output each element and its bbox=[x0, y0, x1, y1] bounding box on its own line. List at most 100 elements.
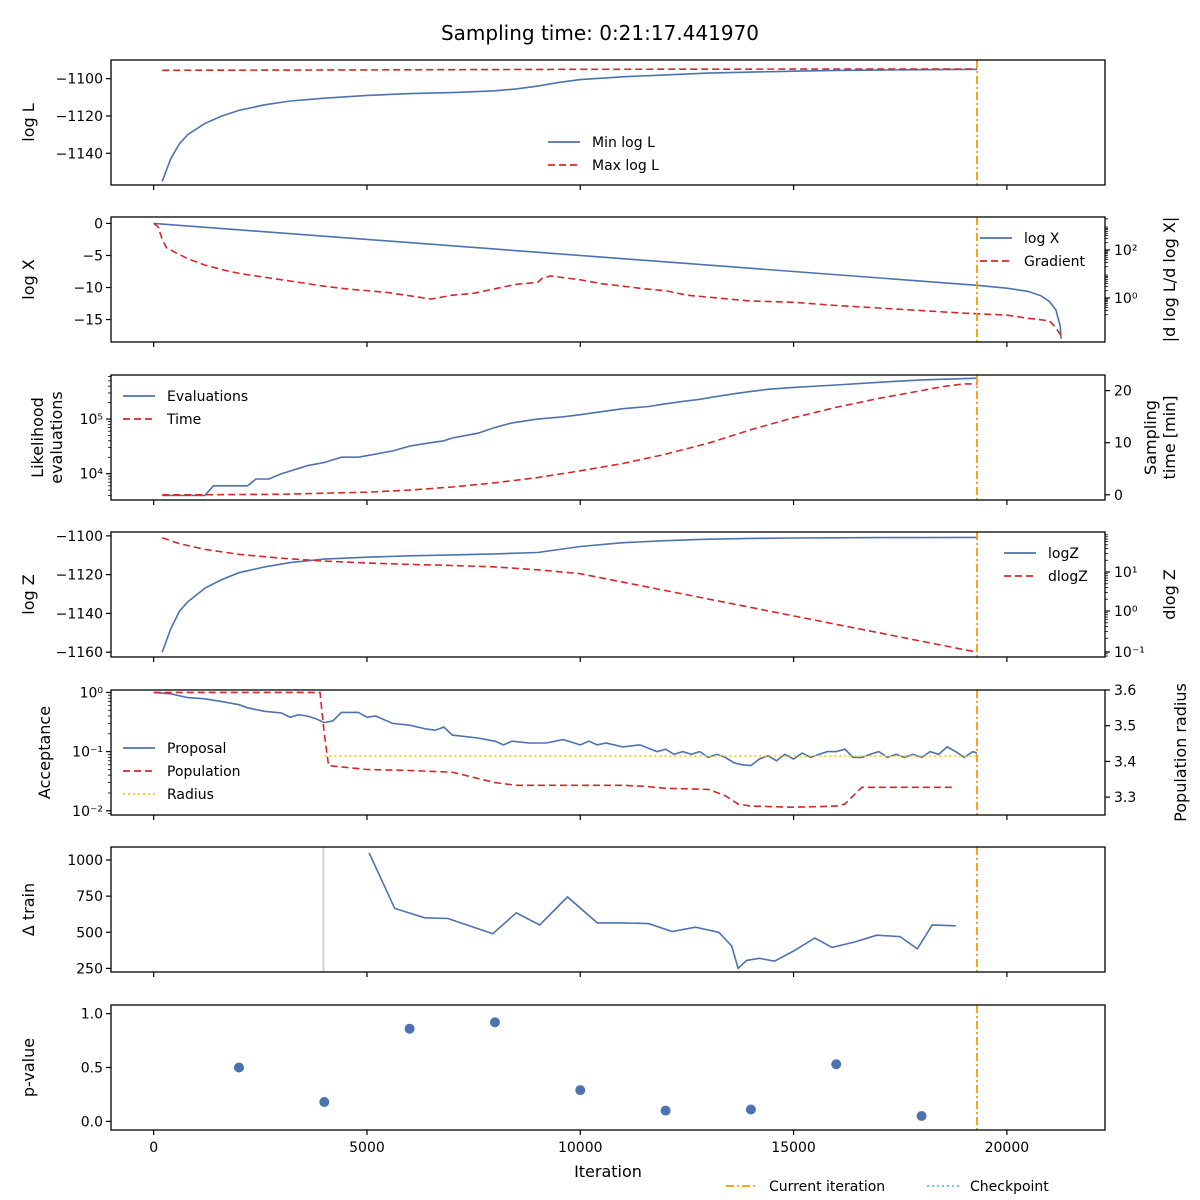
panel-2-y2label: |d log L/d log X| bbox=[1160, 217, 1179, 342]
panel-2-y2tick-label-0: 10² bbox=[1114, 243, 1137, 259]
panel-3-frame bbox=[110, 374, 1106, 501]
panel-4-y2tick-label-2: 10⁻¹ bbox=[1114, 645, 1145, 661]
panel-6-ylabel: Δ train bbox=[19, 883, 38, 936]
panel-3-legend-label-0: Evaluations bbox=[167, 389, 248, 405]
panel-1-series-2 bbox=[162, 68, 978, 72]
panel-5-ytick-label-2: 10⁻² bbox=[72, 804, 103, 820]
panel-2-y2tick-label-1: 10⁰ bbox=[1114, 291, 1138, 307]
panel-4-ytick-label-0: −1100 bbox=[56, 529, 103, 545]
panel-4-frame bbox=[110, 531, 1106, 658]
panel-2-ytick-label-2: −10 bbox=[73, 281, 103, 297]
panel-5: 10⁰ 10⁻¹ 10⁻² 3.6 3.5 3.4 3.3 Acceptance Populat… bbox=[35, 683, 1190, 822]
panel-3-y2tick-label-2: 20 bbox=[1114, 384, 1132, 400]
panel-1-series-1 bbox=[161, 68, 978, 182]
panel-4-legend-label-1: dlogZ bbox=[1048, 569, 1088, 585]
panel-2-ylabel: log X bbox=[19, 259, 38, 299]
panel-2-ytick-label-1: −5 bbox=[82, 248, 103, 264]
panel-7-point-1 bbox=[319, 1096, 330, 1107]
panel-1-frame bbox=[110, 59, 1106, 186]
panel-6-ytick-label-1: 750 bbox=[76, 889, 103, 905]
panel-2-series-2 bbox=[153, 222, 1062, 337]
panel-7-ytick-label-1: 0.5 bbox=[81, 1061, 103, 1077]
panel-2-ytick-label-3: −15 bbox=[73, 313, 103, 329]
panel-2-frame bbox=[110, 216, 1106, 343]
panel-3-series-2 bbox=[162, 383, 977, 496]
panel-5-series-1 bbox=[153, 691, 978, 767]
panel-4-ytick-label-1: −1120 bbox=[56, 568, 103, 584]
panel-3-y2tick-label-0: 0 bbox=[1114, 488, 1123, 504]
panel-4-ylabel: log Z bbox=[19, 574, 38, 614]
panel-3: 10⁴ 10⁵ 0 10 20 Likelihoodevaluations Sampling… bbox=[28, 374, 1179, 505]
panel-2-series-1 bbox=[153, 222, 1062, 339]
panel-6-ytick-label-2: 500 bbox=[76, 925, 103, 941]
panel-7-point-0 bbox=[233, 1062, 244, 1073]
panel-7-point-6 bbox=[745, 1104, 756, 1115]
panel-1-legend-label-0: Min log L bbox=[592, 135, 655, 151]
panel-5-legend-label-0: Proposal bbox=[167, 741, 226, 757]
panel-1: −1100 −1120 −1140 log L Min log L Max log L bbox=[19, 59, 1106, 190]
panel-3-legend-label-1: Time bbox=[166, 412, 201, 428]
panel-5-ylabel: Acceptance bbox=[35, 706, 54, 799]
x-axis: 0 5000 10000 15000 20000 Iteration bbox=[149, 1140, 1029, 1181]
panel-5-y2tick-label-2: 3.4 bbox=[1114, 754, 1136, 770]
panel-3-ylabel-line-0: Likelihood bbox=[28, 397, 47, 478]
panel-1-ytick-label-2: −1140 bbox=[56, 146, 103, 162]
panel-5-frame bbox=[110, 689, 1106, 816]
panel-7-ylabel: p-value bbox=[19, 1038, 38, 1097]
panel-7-point-5 bbox=[660, 1105, 671, 1116]
panel-7-ytick-label-2: 0.0 bbox=[81, 1114, 103, 1130]
panel-1-ylabel: log L bbox=[19, 103, 38, 141]
panel-3-y2label-line-0: Sampling bbox=[1141, 400, 1160, 475]
figure-title: Sampling time: 0:21:17.441970 bbox=[441, 21, 759, 45]
panel-5-legend-label-1: Population bbox=[167, 764, 241, 780]
panel-1-legend-label-1: Max log L bbox=[592, 158, 659, 174]
panel-4-series-1 bbox=[161, 536, 978, 653]
legend-checkpoint-label: Checkpoint bbox=[970, 1179, 1049, 1195]
panel-3-y2label-line-1: time [min] bbox=[1160, 396, 1179, 480]
panel-3-ytick-label-1: 10⁵ bbox=[80, 412, 103, 428]
panel-5-y2label: Population radius bbox=[1171, 683, 1190, 822]
panel-4: −1100 −1120 −1140 −1160 10¹ 10⁰ 10⁻¹ log Z dlog … bbox=[19, 529, 1179, 662]
panel-6-ytick-label-0: 1000 bbox=[67, 853, 103, 869]
panel-3-y2label: Samplingtime [min] bbox=[1141, 396, 1179, 480]
panel-4-ytick-label-3: −1160 bbox=[56, 645, 103, 661]
panel-7-point-4 bbox=[575, 1085, 586, 1096]
panel-3-ylabel: Likelihoodevaluations bbox=[28, 391, 66, 484]
panel-3-ylabel-line-1: evaluations bbox=[47, 391, 66, 484]
panel-7-point-3 bbox=[489, 1017, 500, 1028]
panel-3-ytick-label-0: 10⁴ bbox=[80, 467, 104, 483]
panel-3-series-1 bbox=[162, 377, 978, 497]
panel-4-legend-label-0: logZ bbox=[1048, 546, 1079, 562]
panel-5-ytick-label-0: 10⁰ bbox=[80, 685, 104, 701]
panel-4-y2tick-label-1: 10⁰ bbox=[1114, 604, 1138, 620]
panel-6-series-1 bbox=[368, 852, 956, 970]
panel-5-y2tick-label-1: 3.5 bbox=[1114, 719, 1136, 735]
panel-7-point-2 bbox=[404, 1023, 415, 1034]
x-tick-label-3: 15000 bbox=[771, 1140, 816, 1156]
panel-3-y2tick-label-1: 10 bbox=[1114, 436, 1132, 452]
bottom-legend: Current iteration Checkpoint bbox=[726, 1179, 1049, 1195]
panel-5-series-2 bbox=[153, 691, 956, 809]
panel-1-ytick-label-0: −1100 bbox=[56, 72, 103, 88]
panel-1-ytick-label-1: −1120 bbox=[56, 109, 103, 125]
panel-7-ytick-label-0: 1.0 bbox=[81, 1007, 103, 1023]
x-tick-label-1: 5000 bbox=[349, 1140, 385, 1156]
panel-2-ytick-label-0: 0 bbox=[94, 216, 103, 232]
panel-7: 1.0 0.5 0.0 p-value bbox=[19, 1004, 1106, 1135]
x-tick-label-2: 10000 bbox=[558, 1140, 603, 1156]
panel-4-ytick-label-2: −1140 bbox=[56, 606, 103, 622]
panel-6-ytick-label-3: 250 bbox=[76, 961, 103, 977]
panel-2-legend-label-0: log X bbox=[1024, 231, 1060, 247]
panel-5-legend-label-2: Radius bbox=[167, 787, 214, 803]
panel-4-series-2 bbox=[161, 537, 978, 653]
x-axis-label: Iteration bbox=[574, 1162, 642, 1181]
panel-6: 1000 750 500 250 Δ train bbox=[19, 846, 1106, 977]
panel-5-ytick-label-1: 10⁻¹ bbox=[72, 745, 103, 761]
panel-7-frame bbox=[110, 1004, 1106, 1131]
panel-7-point-8 bbox=[916, 1110, 927, 1121]
panel-7-point-7 bbox=[831, 1059, 842, 1070]
panel-5-y2tick-label-3: 3.3 bbox=[1114, 790, 1136, 806]
panel-2-legend-label-1: Gradient bbox=[1024, 254, 1085, 270]
panel-5-y2tick-label-0: 3.6 bbox=[1114, 683, 1136, 699]
